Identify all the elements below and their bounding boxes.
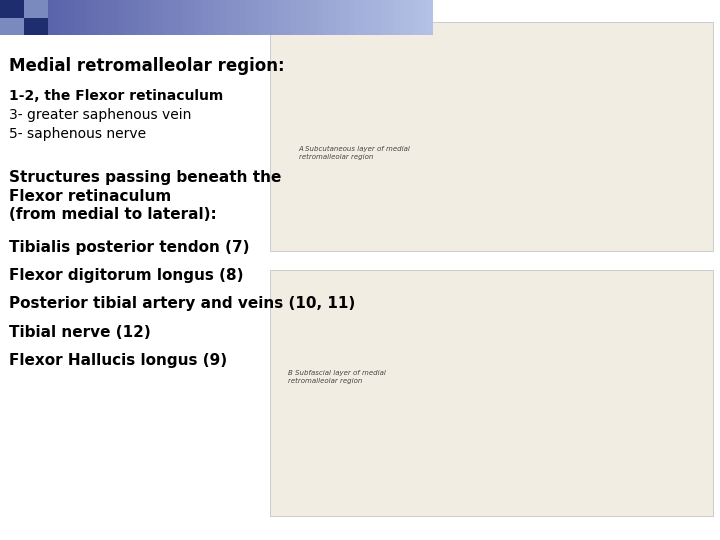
Bar [323, 0, 330, 35]
Bar [24, 0, 48, 17]
Bar [336, 0, 343, 35]
Bar [92, 0, 99, 35]
Bar [253, 0, 260, 35]
Bar [112, 0, 119, 35]
Bar [195, 0, 202, 35]
Bar [291, 0, 298, 35]
Text: 1-2, the Flexor retinaculum: 1-2, the Flexor retinaculum [9, 89, 223, 103]
Bar [413, 0, 420, 35]
Bar [270, 270, 713, 516]
Bar [86, 0, 93, 35]
Bar [0, 17, 24, 35]
Bar [99, 0, 106, 35]
Bar [240, 0, 247, 35]
Text: Medial retromalleolar region:: Medial retromalleolar region: [9, 57, 284, 75]
Bar [330, 0, 337, 35]
Bar [270, 22, 713, 251]
Text: A Subcutaneous layer of medial
retromalleolar region: A Subcutaneous layer of medial retromall… [299, 146, 410, 159]
Bar [278, 0, 285, 35]
Bar [214, 0, 221, 35]
Text: Flexor digitorum longus (8): Flexor digitorum longus (8) [9, 268, 243, 284]
Bar [259, 0, 266, 35]
Bar [73, 0, 81, 35]
Bar [24, 17, 48, 35]
Bar [125, 0, 132, 35]
Bar [394, 0, 400, 35]
Bar [317, 0, 324, 35]
Bar [381, 0, 388, 35]
Bar [105, 0, 112, 35]
Text: Posterior tibial artery and veins (10, 11): Posterior tibial artery and veins (10, 1… [9, 296, 355, 312]
Text: Flexor Hallucis longus (9): Flexor Hallucis longus (9) [9, 353, 227, 368]
Text: Tibialis posterior tendon (7): Tibialis posterior tendon (7) [9, 240, 249, 255]
Bar [189, 0, 196, 35]
Bar [60, 0, 68, 35]
Bar [208, 0, 215, 35]
Bar [182, 0, 189, 35]
Bar [266, 0, 273, 35]
Bar [355, 0, 362, 35]
Bar [284, 0, 292, 35]
Bar [118, 0, 125, 35]
Bar [138, 0, 144, 35]
Bar [342, 0, 349, 35]
Bar [419, 0, 426, 35]
Bar [79, 0, 86, 35]
Bar [387, 0, 395, 35]
Bar [246, 0, 253, 35]
Bar [426, 0, 433, 35]
Bar [163, 0, 170, 35]
Bar [220, 0, 228, 35]
Bar [48, 0, 55, 35]
Text: 5- saphenous nerve: 5- saphenous nerve [9, 127, 145, 141]
Bar [202, 0, 209, 35]
Bar [310, 0, 318, 35]
Bar [233, 0, 240, 35]
Text: Structures passing beneath the
Flexor retinaculum
(from medial to lateral):: Structures passing beneath the Flexor re… [9, 170, 281, 222]
Bar [304, 0, 311, 35]
Bar [374, 0, 382, 35]
Bar [169, 0, 176, 35]
Bar [297, 0, 305, 35]
Bar [0, 0, 24, 17]
Bar [156, 0, 163, 35]
Text: 3- greater saphenous vein: 3- greater saphenous vein [9, 108, 191, 122]
Bar [131, 0, 138, 35]
Bar [368, 0, 375, 35]
Bar [348, 0, 356, 35]
Text: B Subfascial layer of medial
retromalleolar region: B Subfascial layer of medial retromalleo… [288, 370, 386, 383]
Bar [400, 0, 407, 35]
Bar [150, 0, 157, 35]
Bar [54, 0, 61, 35]
Bar [176, 0, 183, 35]
Bar [67, 0, 74, 35]
Bar [406, 0, 413, 35]
Bar [227, 0, 234, 35]
Bar [144, 0, 150, 35]
Bar [361, 0, 369, 35]
Bar [272, 0, 279, 35]
Text: Tibial nerve (12): Tibial nerve (12) [9, 325, 150, 340]
